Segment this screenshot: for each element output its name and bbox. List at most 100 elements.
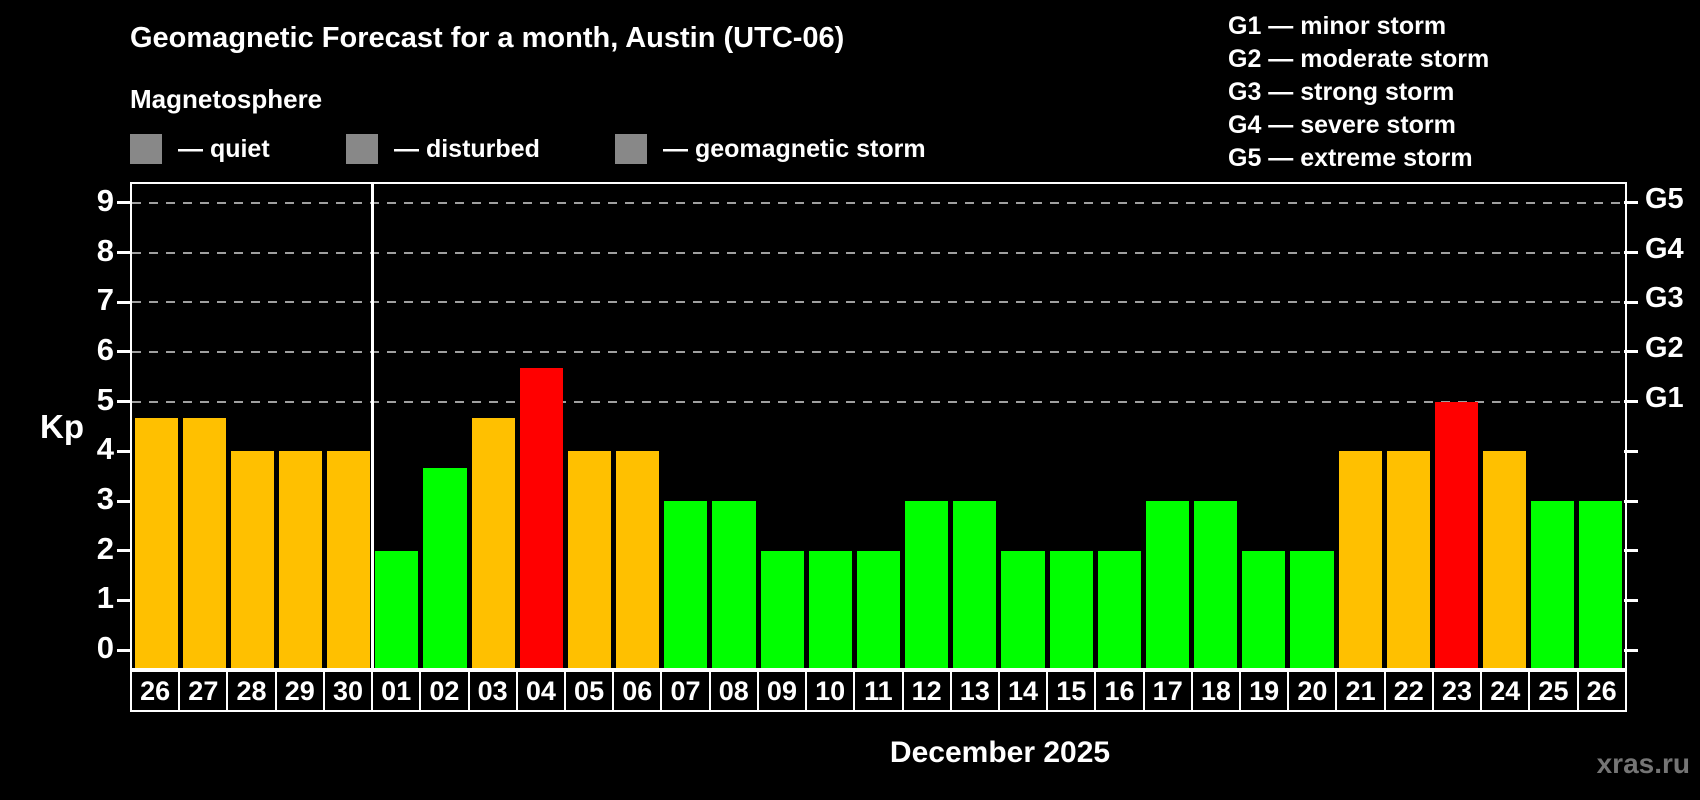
date-cell: 07 <box>662 672 711 710</box>
y-tick-label: 2 <box>96 530 114 566</box>
date-axis: 26 27 28 29 30 01 02 03 04 05 06 07 08 09 10 11 12 13 14 15… <box>130 670 1627 712</box>
kp-bar <box>471 418 515 668</box>
date-cell: 21 <box>1337 672 1386 710</box>
date-cell: 03 <box>470 672 518 710</box>
plot-area <box>130 182 1627 670</box>
date-cell: 12 <box>904 672 952 710</box>
legend-item-disturbed: — disturbed <box>346 133 540 165</box>
date-cell: 14 <box>1000 672 1049 710</box>
y-axis-title: Kp <box>40 408 84 445</box>
g-scale-label-g4: G4 <box>1645 232 1684 265</box>
date-cell: 10 <box>807 672 856 710</box>
y-tick-right <box>1624 449 1638 453</box>
kp-bar <box>1338 451 1382 668</box>
g-scale-label-g2: G2 <box>1645 331 1684 364</box>
y-tick-left <box>117 350 131 354</box>
date-cell: 19 <box>1241 672 1290 710</box>
date-cell: 01 <box>373 672 422 710</box>
y-tick-left <box>117 201 131 205</box>
y-tick-left <box>117 449 131 453</box>
kp-bar <box>230 451 274 668</box>
chart-subtitle: Magnetosphere <box>130 84 323 114</box>
date-cell: 22 <box>1386 672 1434 710</box>
date-cell: 15 <box>1048 672 1097 710</box>
kp-bar <box>856 550 901 668</box>
y-tick-left <box>117 549 131 553</box>
date-cell: 04 <box>518 672 566 710</box>
y-tick-left <box>117 648 131 652</box>
kp-bar <box>182 418 226 668</box>
y-tick-left <box>117 400 131 404</box>
g-scale-label-g1: G1 <box>1645 381 1684 414</box>
y-tick-left <box>117 499 131 503</box>
date-cell: 18 <box>1193 672 1242 710</box>
kp-bar <box>1386 451 1430 668</box>
g-scale-label-g3: G3 <box>1645 282 1684 315</box>
chart-title: Geomagnetic Forecast for a month, Austin… <box>130 22 845 54</box>
kp-bar <box>1531 501 1575 668</box>
g-legend-line-g5: G5 — extreme storm <box>1228 144 1473 172</box>
watermark: xras.ru <box>1596 748 1690 779</box>
kp-bar <box>760 550 804 668</box>
month-separator <box>371 184 375 668</box>
date-cell: 26 <box>1586 675 1617 706</box>
legend-item-quiet: — quiet <box>130 133 270 165</box>
kp-bar <box>1145 501 1190 668</box>
y-tick-label: 8 <box>96 232 114 268</box>
y-tick-label: 7 <box>96 282 114 318</box>
kp-bar <box>1194 501 1238 668</box>
kp-bar <box>1242 550 1286 668</box>
kp-bar <box>712 501 756 668</box>
month-label: December 2025 <box>889 736 1111 769</box>
y-tick-label: 3 <box>96 481 114 517</box>
date-cell: 13 <box>952 672 1000 710</box>
gridline-kp6 <box>132 350 1625 353</box>
y-tick-left <box>117 251 131 255</box>
y-tick-right <box>1624 598 1638 602</box>
date-cell: 23 <box>1434 672 1483 710</box>
kp-bar <box>1434 401 1478 668</box>
y-tick-right <box>1624 400 1638 404</box>
date-cell: 24 <box>1482 672 1531 710</box>
kp-bar <box>1049 550 1093 668</box>
date-cell: 28 <box>228 672 277 710</box>
g-legend-line-g1: G1 — minor storm <box>1228 12 1447 40</box>
y-tick-label: 4 <box>96 431 114 467</box>
quiet-color-swatch <box>130 134 162 164</box>
kp-bar <box>567 451 612 668</box>
storm-color-swatch <box>615 134 647 164</box>
g-legend-line-g4: G4 — severe storm <box>1228 111 1456 139</box>
y-tick-right <box>1624 648 1638 652</box>
date-cell: 08 <box>711 672 759 710</box>
kp-bar <box>1290 550 1334 668</box>
g-scale-legend: G1 — minor storm G2 — moderate storm G3 … <box>1228 10 1489 175</box>
y-tick-left <box>117 300 131 304</box>
legend-item-storm: — geomagnetic storm <box>615 133 926 165</box>
gridline-kp7 <box>132 301 1625 304</box>
date-cell: 20 <box>1289 672 1338 710</box>
kp-bar <box>953 501 997 668</box>
date-cell: 27 <box>180 672 229 710</box>
y-tick-right <box>1624 499 1638 503</box>
y-tick-right <box>1624 251 1638 255</box>
kp-bar <box>278 451 323 668</box>
y-tick-label: 1 <box>96 580 114 616</box>
gridline-kp9 <box>132 201 1625 204</box>
y-tick-right <box>1624 300 1638 304</box>
kp-bar <box>327 451 371 668</box>
kp-bar <box>664 501 708 668</box>
date-cell: 30 <box>325 672 374 710</box>
disturbed-color-swatch <box>346 134 378 164</box>
y-tick-right <box>1624 549 1638 553</box>
kp-bar <box>1001 550 1045 668</box>
kp-bar <box>616 451 660 668</box>
date-cell: 05 <box>566 672 615 710</box>
g-legend-line-g2: G2 — moderate storm <box>1228 45 1490 73</box>
gridline-kp8 <box>132 251 1625 254</box>
date-cell: 26 <box>132 672 181 710</box>
date-cell: 17 <box>1145 672 1193 710</box>
kp-bar <box>1483 451 1527 668</box>
g-scale-label-g5: G5 <box>1645 182 1684 215</box>
y-tick-label: 5 <box>96 381 114 417</box>
